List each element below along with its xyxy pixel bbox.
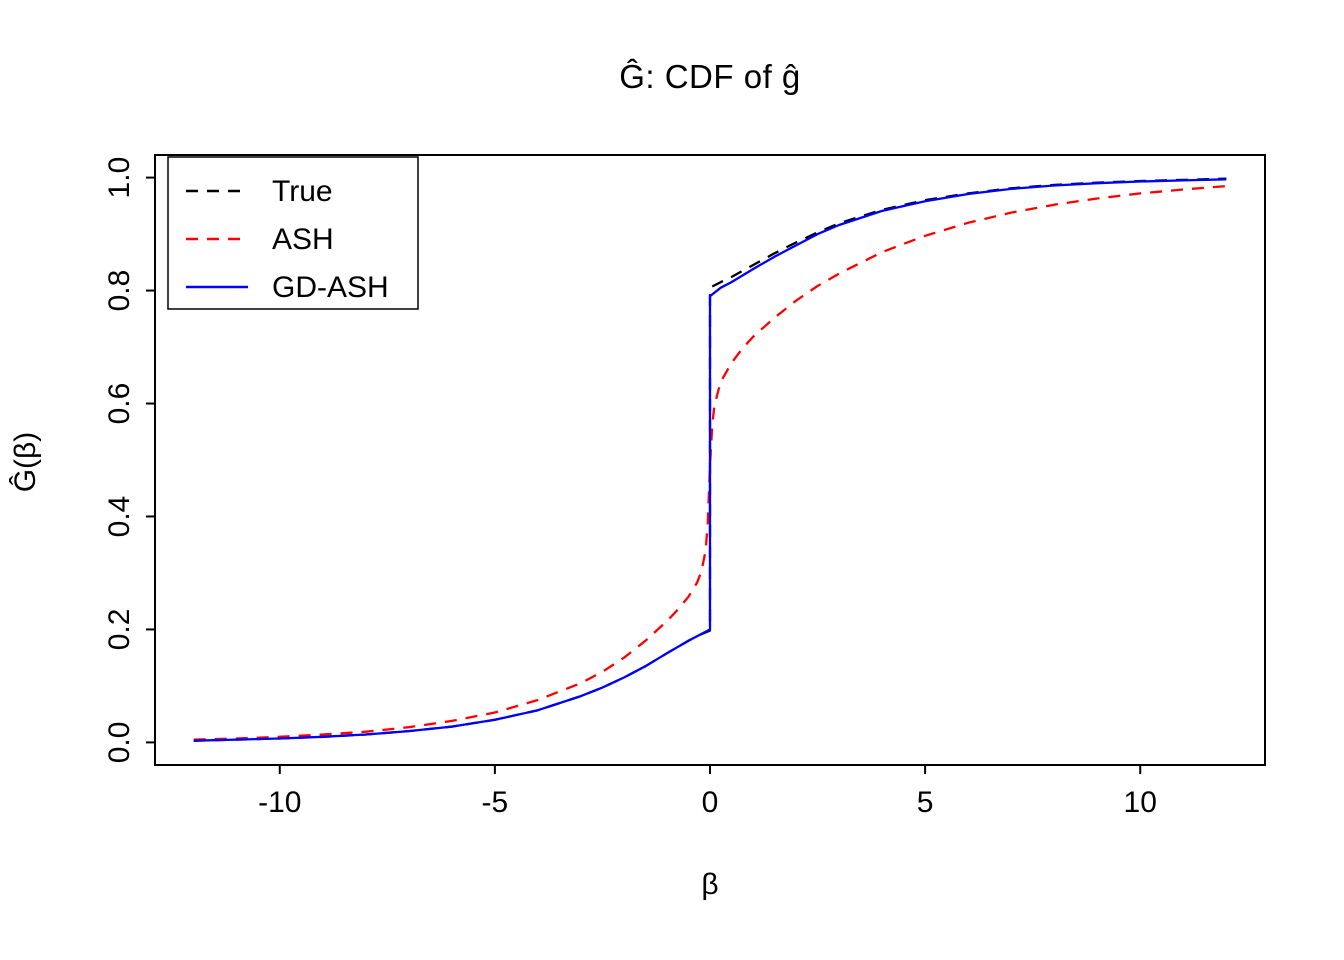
chart-title: Ĝ: CDF of ĝ (619, 58, 801, 95)
y-tick-label: 0.0 (103, 722, 136, 764)
x-tick-label: -5 (482, 786, 509, 819)
x-tick-label: 10 (1124, 786, 1157, 819)
y-tick-label: 0.8 (103, 270, 136, 312)
legend-label-ash: ASH (272, 223, 334, 256)
legend-label-gd-ash: GD-ASH (272, 271, 389, 304)
x-tick-label: -10 (258, 786, 301, 819)
legend-label-true: True (272, 175, 333, 208)
legend-box (167, 156, 419, 310)
y-axis-label: Ĝ(β) (9, 431, 42, 493)
x-tick-label: 5 (917, 786, 934, 819)
y-tick-label: 0.2 (103, 609, 136, 651)
x-axis-label: β (701, 868, 719, 901)
y-tick-label: 1.0 (103, 157, 136, 199)
y-tick-label: 0.6 (103, 383, 136, 425)
x-tick-label: 0 (702, 786, 719, 819)
series-line-gd-ash (193, 178, 1227, 742)
y-tick-label: 0.4 (103, 496, 136, 538)
